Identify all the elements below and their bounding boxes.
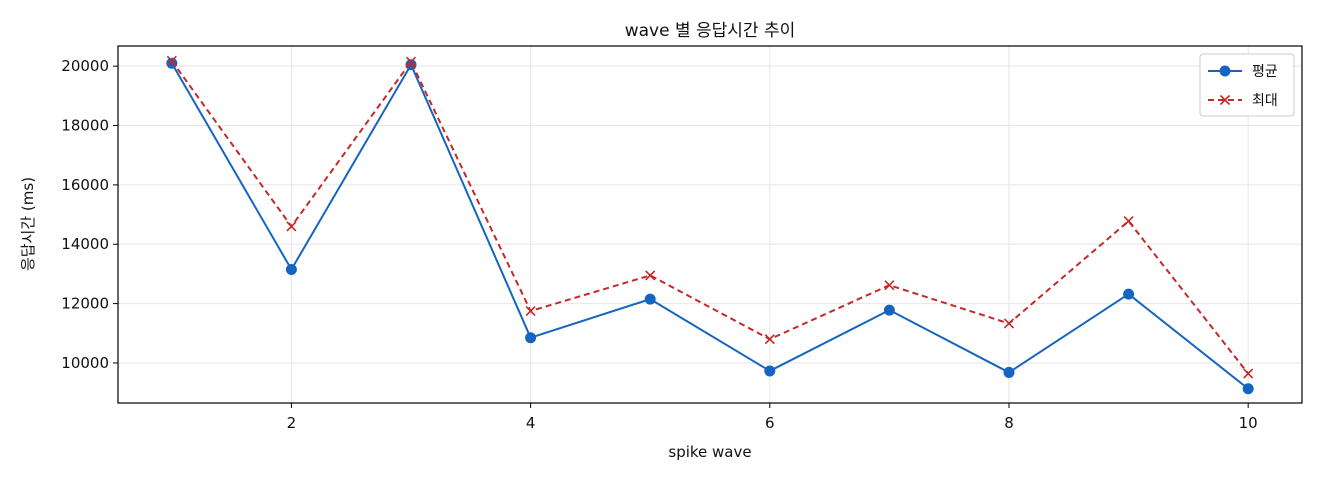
data-point-marker	[1219, 65, 1231, 77]
x-tick-label: 6	[765, 414, 775, 432]
data-point-marker	[405, 56, 417, 67]
data-point-marker	[286, 221, 297, 232]
series-line-2	[171, 60, 1249, 375]
legend-entry-1: 평균	[1208, 64, 1278, 80]
legend-entry-2: 최대	[1208, 93, 1278, 109]
data-point-marker	[1242, 383, 1254, 395]
y-tick-label: 20000	[61, 57, 109, 75]
legend-label: 평균	[1252, 64, 1278, 80]
axis-ticks: 2 4 6 8 10 10000 12000 14000 16000 18000 20000	[61, 57, 1257, 432]
y-tick-label: 18000	[61, 117, 109, 135]
y-tick-label: 14000	[61, 235, 109, 253]
data-point-marker	[525, 305, 536, 317]
data-point-marker	[525, 332, 537, 344]
plot-area-frame	[117, 45, 1303, 404]
data-point-marker	[1243, 368, 1254, 379]
series-layer	[166, 55, 1254, 395]
data-point-marker	[1003, 366, 1015, 378]
data-point-marker	[285, 263, 297, 275]
x-tick-label: 8	[1004, 414, 1014, 432]
x-tick-label: 10	[1239, 414, 1258, 432]
x-axis-title: spike wave	[668, 443, 751, 461]
grid-lines	[118, 46, 1302, 403]
series-line-1	[170, 62, 1249, 390]
data-point-marker	[1123, 288, 1135, 300]
data-point-marker	[1003, 318, 1015, 329]
legend-label: 최대	[1252, 93, 1278, 109]
y-tick-label: 12000	[61, 295, 109, 313]
y-axis-title: 응답시간 (ms)	[19, 177, 37, 271]
legend-frame	[1199, 53, 1295, 117]
data-point-marker	[764, 365, 776, 377]
x-tick-label: 2	[287, 414, 297, 432]
chart-title: wave 별 응답시간 추이	[625, 21, 796, 41]
y-tick-label: 10000	[61, 354, 109, 372]
data-point-marker	[1123, 216, 1134, 227]
data-point-marker	[1219, 94, 1231, 106]
x-tick-label: 4	[526, 414, 536, 432]
data-point-marker	[644, 293, 656, 305]
data-point-marker	[883, 304, 895, 316]
data-point-marker	[166, 55, 177, 66]
data-point-marker	[645, 270, 656, 281]
y-tick-label: 16000	[61, 176, 109, 194]
data-point-marker	[764, 334, 775, 345]
data-point-marker	[884, 280, 895, 291]
